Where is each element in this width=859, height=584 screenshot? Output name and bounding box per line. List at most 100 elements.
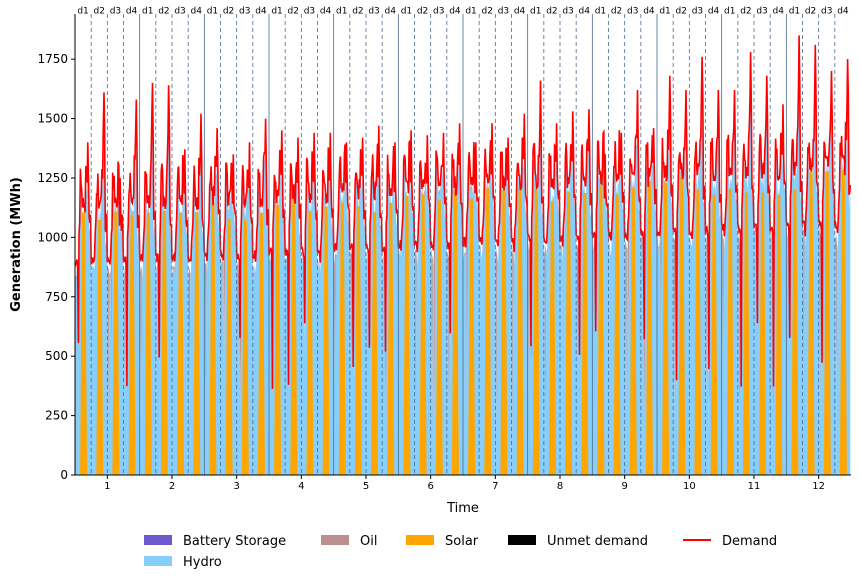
period-label: d3 [756,7,767,17]
y-tick-label: 1750 [37,52,68,66]
solar-area [193,212,201,475]
solar-area [823,171,831,475]
period-label: d3 [692,7,703,17]
period-label: d3 [368,7,379,17]
y-tick-label: 0 [60,468,68,482]
series-group [75,14,851,475]
solar-area [112,211,120,475]
solar-area [532,189,540,475]
solar-area [791,189,799,475]
period-label: d3 [433,7,444,17]
solar-area [144,212,152,475]
solar-area [80,212,88,475]
solar-area [613,194,621,475]
legend-swatch [508,535,536,545]
x-tick-label: 7 [492,481,498,492]
solar-area [290,199,298,475]
solar-area [565,191,573,475]
solar-area [662,182,670,475]
solar-area [807,172,815,475]
period-label: d4 [385,7,397,17]
period-label: d3 [174,7,185,17]
period-label: d1 [789,7,800,17]
solar-area [484,188,492,475]
period-label: d4 [191,7,203,17]
x-tick-label: 11 [748,481,761,492]
solar-area [726,188,734,475]
legend-label: Solar [445,534,479,549]
solar-area [387,202,395,475]
period-label: d3 [110,7,121,17]
period-label: d1 [207,7,218,17]
period-label: d1 [465,7,476,17]
period-label: d2 [158,7,169,17]
solar-area [742,192,750,475]
solar-area [645,182,653,475]
period-label: d2 [352,7,363,17]
solar-area [581,193,589,475]
x-tick-label: 2 [169,481,175,492]
y-axis-title: Generation (MWh) [9,177,24,312]
period-label: d4 [579,7,591,17]
solar-area [209,201,217,475]
period-label: d4 [126,7,138,17]
period-label: d4 [643,7,655,17]
period-label: d3 [627,7,638,17]
solar-area [177,213,185,475]
solar-area [710,195,718,475]
solar-area [597,185,605,475]
period-label: d2 [482,7,493,17]
x-tick-label: 8 [557,481,563,492]
solar-area [468,198,476,475]
solar-area [306,211,314,475]
period-label: d1 [336,7,347,17]
legend-label: Unmet demand [547,534,648,549]
y-tick-label: 750 [45,290,68,304]
period-label: d4 [708,7,720,17]
period-label: d4 [773,7,785,17]
period-label: d2 [288,7,299,17]
solar-area [354,206,362,475]
period-label: d1 [659,7,670,17]
period-label: d3 [821,7,832,17]
period-label: d2 [94,7,105,17]
period-label: d4 [449,7,461,17]
y-tick-label: 1500 [37,112,68,126]
solar-area [775,194,783,475]
legend-swatch [406,535,434,545]
x-tick-label: 12 [812,481,825,492]
period-label: d4 [320,7,332,17]
period-label: d1 [724,7,735,17]
period-label: d2 [805,7,816,17]
plot-area [75,14,851,475]
solar-area [678,176,686,475]
y-tick-label: 1000 [37,230,68,244]
x-tick-label: 5 [363,481,369,492]
period-label: d1 [77,7,88,17]
period-label: d2 [676,7,687,17]
solar-area [403,195,411,475]
period-label: d2 [546,7,557,17]
solar-area [338,202,346,475]
period-label: d2 [223,7,234,17]
solar-area [322,206,330,475]
legend-label: Oil [360,534,377,549]
solar-area [629,188,637,475]
solar-area [500,189,508,475]
period-label: d1 [142,7,153,17]
solar-area [435,200,443,475]
y-tick-label: 500 [45,349,68,363]
solar-area [694,189,702,475]
period-label: d2 [417,7,428,17]
axes: d1 d2 d3 d4 d1 d2 d3 d4 d1 d2 d3 d4 d1 d2 d3 d4 d1 d2 d3 d4… [9,7,851,516]
x-axis-title: Time [446,501,479,516]
x-tick-label: 10 [683,481,696,492]
solar-area [225,218,233,475]
solar-area [371,212,379,475]
period-label: d1 [530,7,541,17]
legend-swatch [144,535,172,545]
x-tick-label: 1 [104,481,110,492]
x-tick-label: 9 [621,481,627,492]
solar-area [241,220,249,475]
